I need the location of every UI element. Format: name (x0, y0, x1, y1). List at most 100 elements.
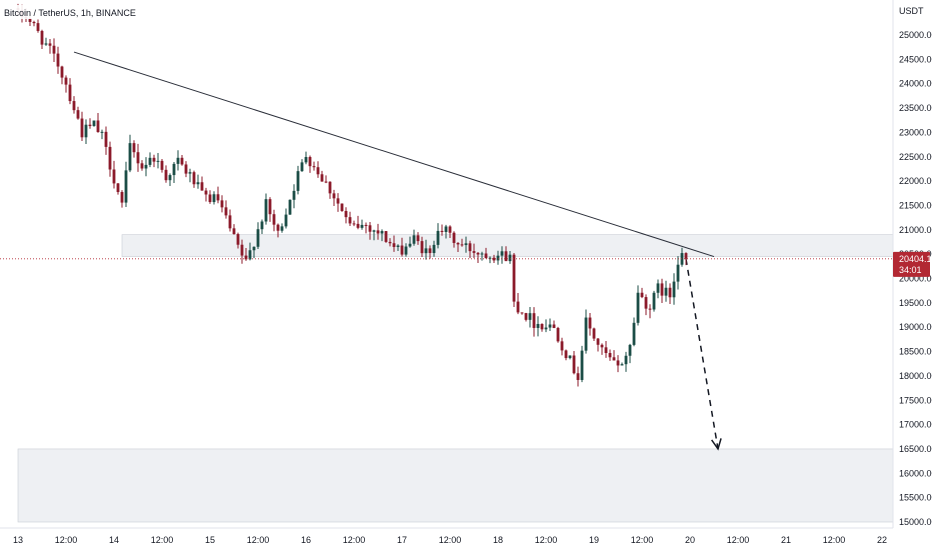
descending-trendline[interactable] (73, 51, 715, 258)
candle (88, 118, 92, 129)
candle (92, 120, 96, 127)
candle-body (456, 242, 460, 245)
candle (176, 150, 180, 171)
candle (224, 200, 228, 219)
candle (500, 246, 504, 264)
candle-body (112, 169, 116, 184)
candle (528, 306, 532, 328)
candle (156, 153, 160, 169)
candle (652, 290, 656, 312)
candle-body (104, 131, 108, 147)
candle (160, 158, 164, 173)
candle-body (228, 215, 232, 229)
candle (568, 355, 572, 360)
candle (80, 111, 84, 142)
candle (168, 173, 172, 186)
candle-body (640, 292, 644, 298)
candle (100, 129, 104, 140)
candle-body (356, 223, 360, 228)
candle-body (64, 77, 68, 85)
candle-body (184, 164, 188, 174)
price-axis-currency: USDT (899, 6, 924, 16)
candle-body (316, 167, 320, 175)
candle-body (120, 192, 124, 203)
candle-body (608, 353, 612, 358)
candle-body (348, 217, 352, 224)
candle-body (620, 364, 624, 366)
candle-body (604, 347, 608, 354)
candle-body (164, 169, 168, 181)
candle (504, 246, 508, 262)
candle (436, 223, 440, 249)
candle (540, 323, 544, 332)
price-tick-label: 17000.00 (899, 420, 932, 430)
candle (404, 243, 408, 257)
candle-body (352, 223, 356, 225)
candle (352, 220, 356, 227)
candle-body (676, 264, 680, 282)
candle (132, 140, 136, 158)
candle-body (440, 230, 444, 232)
price-tick-label: 23500.00 (899, 103, 932, 113)
candle-body (52, 45, 56, 54)
candle-body (612, 357, 616, 361)
candle (516, 293, 520, 315)
time-tick-label: 16 (301, 535, 311, 545)
candle-body (596, 338, 600, 345)
candle-body (100, 131, 104, 133)
candle (252, 246, 256, 259)
candle (616, 355, 620, 373)
candle (260, 219, 264, 235)
candle (212, 191, 216, 205)
candle (604, 340, 608, 358)
candle-body (232, 228, 236, 235)
candle (368, 222, 372, 240)
candle-body (328, 181, 332, 194)
candle (620, 362, 624, 366)
candle-body (576, 373, 580, 380)
price-tick-label: 21500.00 (899, 200, 932, 210)
candle (360, 219, 364, 230)
candle-body (276, 224, 280, 231)
candle-body (116, 183, 120, 193)
candle-body (264, 199, 268, 222)
candle (236, 232, 240, 249)
candle (548, 318, 552, 332)
candle (328, 181, 332, 199)
candle (480, 251, 484, 261)
time-tick-label: 12:00 (343, 535, 366, 545)
candle-body (324, 181, 328, 183)
candle (372, 229, 376, 241)
candle (656, 279, 660, 299)
candle (272, 209, 276, 232)
candle-body (272, 214, 276, 225)
candle-body (516, 301, 520, 313)
time-tick-label: 12:00 (247, 535, 270, 545)
candle-body (468, 243, 472, 252)
candle-body (40, 30, 44, 45)
candle (136, 143, 140, 172)
candle (444, 224, 448, 239)
candle-body (564, 350, 568, 359)
time-tick-label: 12:00 (823, 535, 846, 545)
candle-body (400, 245, 404, 255)
candle-body (268, 199, 272, 215)
candle (512, 253, 516, 308)
chart-title: Bitcoin / TetherUS, 1h, BINANCE (4, 8, 136, 18)
candle (508, 250, 512, 264)
candle (400, 237, 404, 257)
candle (60, 65, 64, 85)
candle-body (300, 162, 304, 172)
candle-body (212, 194, 216, 203)
candle (124, 161, 128, 207)
candle-body (320, 174, 324, 182)
candle-body (140, 163, 144, 169)
candle (32, 20, 36, 27)
time-tick-label: 21 (781, 535, 791, 545)
candle-body (500, 251, 504, 256)
candle-body (684, 253, 688, 259)
candle-body (644, 297, 648, 309)
current-price-tag: 20404.12 34:01 (893, 251, 932, 277)
